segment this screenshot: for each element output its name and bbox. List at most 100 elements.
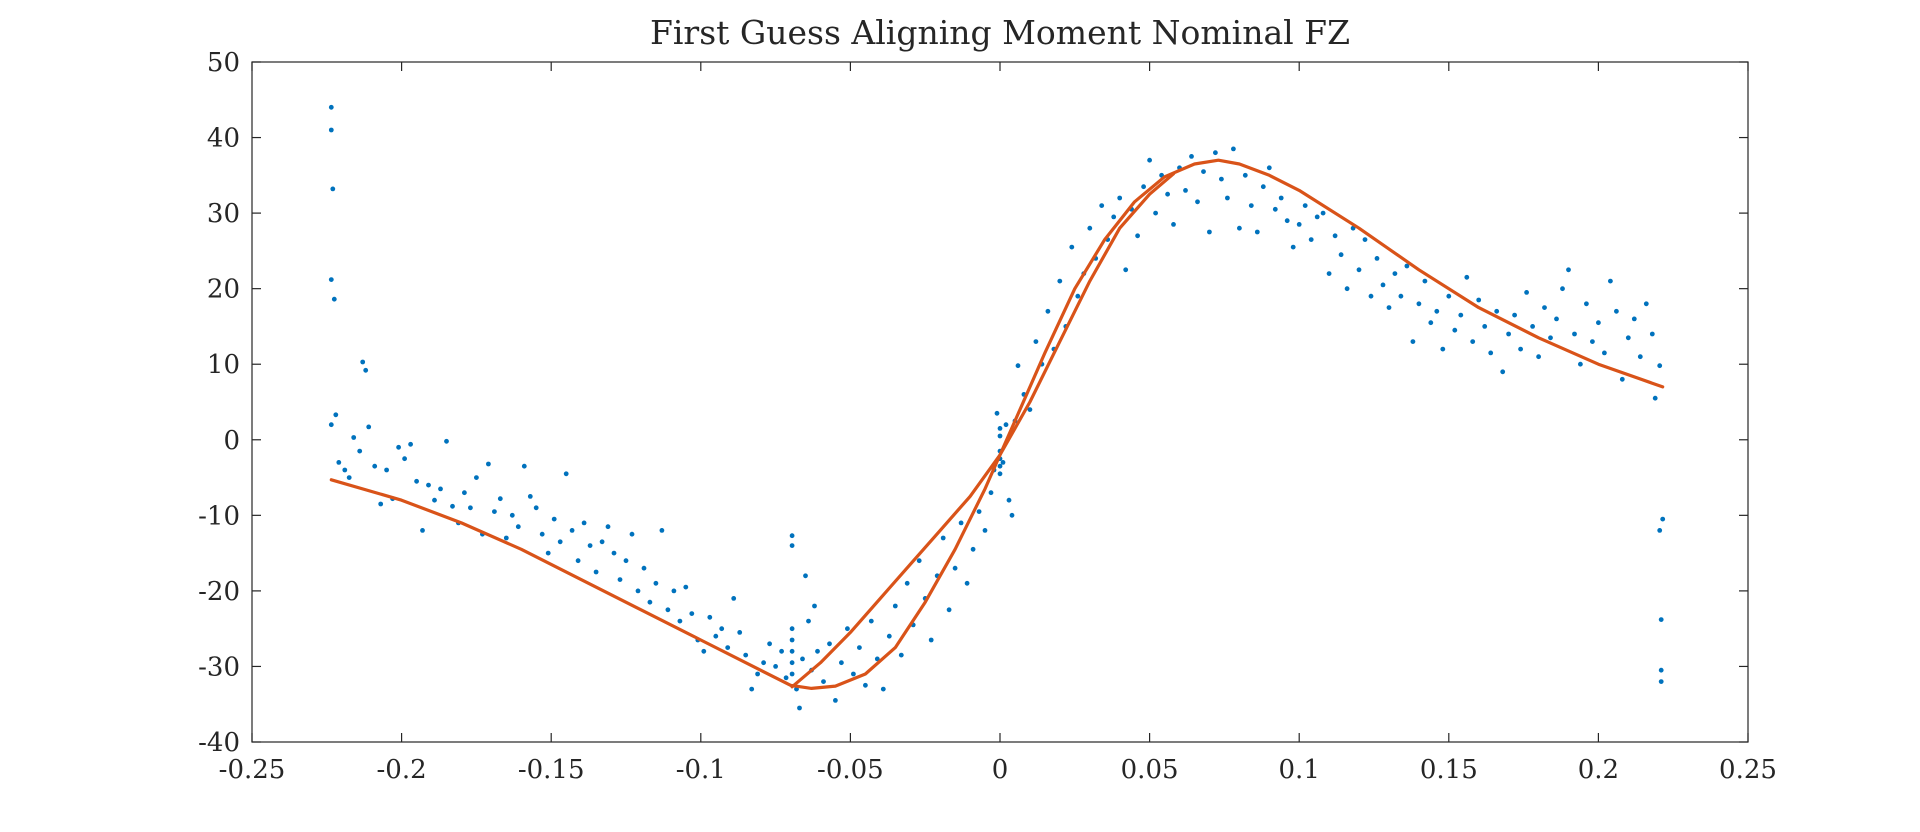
data-point <box>1266 165 1272 171</box>
data-point <box>599 539 605 545</box>
data-point <box>426 482 431 488</box>
data-point <box>342 467 348 473</box>
data-point <box>1374 256 1380 261</box>
data-point <box>773 664 778 669</box>
data-point <box>789 626 795 632</box>
data-point <box>1272 206 1278 212</box>
data-point <box>1189 154 1194 159</box>
data-point <box>1548 335 1553 341</box>
data-point <box>1530 324 1535 329</box>
data-point <box>689 611 695 616</box>
y-tick-label: -10 <box>198 501 240 531</box>
data-point <box>976 509 982 514</box>
data-point <box>1057 278 1063 284</box>
data-point <box>812 603 817 609</box>
data-point <box>328 277 334 282</box>
data-point <box>617 577 623 582</box>
data-point <box>366 424 372 430</box>
data-point <box>1033 339 1039 344</box>
data-point <box>725 645 731 650</box>
data-point <box>372 463 378 469</box>
data-point <box>719 626 725 632</box>
x-tick-label: -0.15 <box>518 755 585 785</box>
y-tick-label: -20 <box>198 577 240 607</box>
data-point <box>1368 293 1374 299</box>
data-point <box>1147 157 1152 163</box>
y-tick-label: 30 <box>207 199 240 229</box>
data-point <box>521 463 527 469</box>
data-point <box>1554 316 1559 322</box>
data-point <box>384 467 389 473</box>
data-point <box>892 603 898 609</box>
fit-curve-1 <box>329 158 1665 690</box>
data-point <box>1608 278 1613 284</box>
data-point <box>665 607 671 613</box>
data-point <box>363 367 369 373</box>
data-point <box>1660 516 1666 522</box>
data-point <box>701 648 707 654</box>
data-point <box>1302 203 1308 209</box>
data-point <box>1422 278 1428 284</box>
data-point <box>581 520 587 526</box>
data-point <box>1171 222 1176 227</box>
data-point <box>408 441 413 447</box>
data-point <box>1213 150 1218 156</box>
data-point <box>1015 363 1021 369</box>
data-point <box>1356 267 1362 273</box>
data-point <box>647 599 653 605</box>
data-point <box>806 618 811 624</box>
data-point <box>1201 169 1206 175</box>
data-point <box>1231 146 1236 152</box>
data-point <box>797 705 802 711</box>
data-point <box>474 475 479 480</box>
data-point <box>593 569 599 575</box>
data-point <box>940 535 946 541</box>
data-point <box>346 475 352 480</box>
data-point <box>1386 305 1392 310</box>
data-point <box>1446 293 1452 299</box>
data-point <box>1141 184 1146 190</box>
data-point <box>1135 233 1140 239</box>
data-point <box>789 671 795 677</box>
data-point <box>468 505 473 511</box>
data-point <box>1165 191 1170 197</box>
data-point <box>557 539 563 545</box>
data-point <box>1458 312 1464 318</box>
data-point <box>970 546 976 552</box>
data-point <box>1434 308 1440 314</box>
data-point <box>414 478 419 484</box>
data-point <box>1344 286 1350 292</box>
data-point <box>328 422 334 428</box>
data-point <box>988 490 994 496</box>
data-point <box>737 630 743 635</box>
data-point <box>396 444 401 450</box>
data-point <box>789 648 795 654</box>
data-point <box>815 648 820 654</box>
data-point <box>1476 297 1482 303</box>
data-point <box>1195 199 1200 205</box>
data-point <box>880 686 886 692</box>
data-point <box>904 580 910 586</box>
data-point <box>707 614 713 620</box>
data-point <box>1410 339 1416 344</box>
data-point <box>1045 308 1051 314</box>
data-point <box>1326 271 1332 276</box>
data-point <box>623 558 629 564</box>
y-axis: -40 -30 -20 -10 0 10 20 30 40 50 <box>198 48 1748 758</box>
scatter-series <box>328 104 1666 711</box>
data-point <box>333 412 339 418</box>
data-point <box>982 528 988 533</box>
x-tick-label: 0.15 <box>1420 755 1478 785</box>
data-point <box>328 104 334 110</box>
data-point <box>378 501 384 507</box>
data-point <box>1482 324 1488 329</box>
data-point <box>533 505 539 511</box>
x-tick-label: 0.1 <box>1279 755 1320 785</box>
data-point <box>1398 293 1404 299</box>
data-point <box>1099 203 1105 209</box>
data-point <box>1069 244 1075 250</box>
data-point <box>857 645 862 650</box>
data-point <box>1027 407 1033 412</box>
data-point <box>731 596 737 601</box>
